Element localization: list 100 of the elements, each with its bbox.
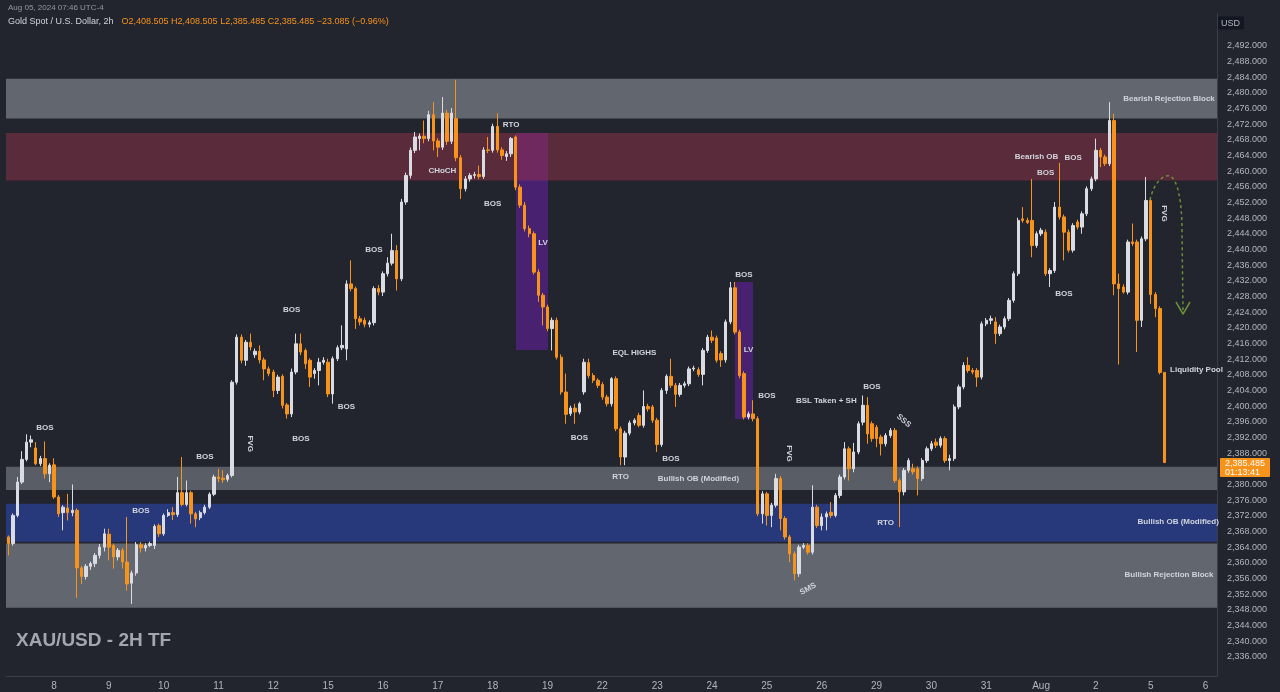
candlestick: [1076, 219, 1079, 230]
candlestick: [934, 438, 938, 449]
annotation: BOS: [570, 432, 589, 442]
candlestick: [884, 432, 887, 447]
candlestick: [820, 512, 823, 531]
candlestick: [66, 493, 69, 521]
y-tick-label: 2,476.000: [1227, 103, 1268, 114]
candlestick: [445, 109, 449, 146]
candlestick: [171, 506, 175, 521]
annotation: FVG: [785, 445, 795, 462]
annotation: Bearish OB: [1014, 152, 1059, 162]
candlestick: [825, 510, 828, 531]
candlestick: [582, 358, 586, 396]
annotation: BOS: [758, 391, 777, 400]
x-tick-label: 25: [761, 679, 773, 691]
x-tick-label: 12: [267, 679, 280, 691]
candlestick: [1149, 197, 1152, 305]
annotation: SSS: [894, 412, 914, 430]
candlestick: [486, 136, 490, 154]
candlestick: [395, 244, 398, 292]
y-tick-label: 2,376.000: [1227, 494, 1268, 505]
candlestick: [276, 374, 280, 395]
candlestick: [372, 285, 376, 326]
y-tick-label: 2,440.000: [1227, 244, 1268, 255]
candlestick: [509, 136, 513, 158]
candlestick: [665, 373, 668, 395]
candlestick: [71, 483, 74, 517]
candlestick: [660, 387, 663, 448]
y-tick-label: 2,368.000: [1227, 526, 1268, 537]
candlestick: [139, 541, 143, 554]
candlestick: [272, 369, 275, 398]
y-tick-label: 2,364.000: [1227, 541, 1268, 552]
y-tick-label: 2,424.000: [1227, 306, 1268, 317]
candlestick: [491, 123, 494, 154]
annotation: Liquidity Pool: [1170, 365, 1223, 375]
candlestick: [729, 281, 732, 325]
candlestick: [815, 504, 819, 529]
candlestick: [724, 319, 727, 364]
x-tick-label: 26: [816, 679, 828, 691]
y-tick-label: 2,416.000: [1227, 338, 1268, 349]
candlestick: [587, 358, 590, 379]
candlestick: [889, 427, 892, 439]
annotation: BOS: [863, 382, 882, 391]
candlestick: [377, 284, 380, 296]
annotation: LV: [538, 237, 549, 247]
candlestick: [482, 146, 485, 180]
y-tick-label: 2,400.000: [1227, 400, 1268, 411]
y-tick-label: 2,456.000: [1227, 181, 1268, 192]
candlestick: [797, 544, 801, 578]
y-tick-label: 2,396.000: [1227, 416, 1268, 427]
candlestick: [34, 441, 37, 466]
annotation: FVG: [246, 435, 255, 452]
candlestick: [829, 501, 833, 519]
candlestick: [852, 442, 855, 473]
text: 01:13:41: [1225, 466, 1261, 477]
annotation: Bearish Rejection Block: [1123, 93, 1216, 103]
candlestick: [637, 412, 641, 428]
candlestick: [130, 570, 133, 605]
candlestick: [989, 315, 993, 325]
candlestick: [1126, 239, 1130, 295]
annotation: BOS: [337, 402, 356, 411]
candlestick: [7, 534, 10, 556]
x-tick-label: 17: [432, 679, 444, 691]
y-tick-label: 2,344.000: [1227, 620, 1268, 631]
annotation: BOS: [1037, 167, 1056, 177]
candlestick: [157, 523, 161, 538]
candlestick: [573, 403, 577, 425]
candlestick: [578, 401, 581, 415]
x-tick-label: 31: [980, 679, 993, 691]
candlestick: [550, 317, 554, 351]
candlestick: [331, 355, 334, 405]
y-tick-label: 2,464.000: [1227, 150, 1268, 161]
candlestick: [103, 528, 106, 552]
candlestick: [189, 490, 193, 525]
x-tick-label: 11: [213, 679, 225, 691]
candlestick: [162, 512, 165, 537]
y-tick-label: 2,448.000: [1227, 212, 1268, 223]
annotation: RTO: [612, 472, 630, 482]
text: XAU/USD - 2H TF: [16, 628, 172, 650]
candlestick: [1030, 178, 1034, 258]
annotation: BSL Taken + SH: [795, 396, 857, 406]
y-tick-label: 2,380.000: [1227, 479, 1268, 490]
annotation: BOS: [196, 452, 215, 462]
annotation: Bullish Rejection Block: [1124, 570, 1214, 580]
candlestick: [1122, 283, 1125, 295]
candlestick: [477, 165, 481, 180]
candlestick: [43, 440, 47, 480]
y-tick-label: 2,360.000: [1227, 557, 1268, 568]
candlestick: [167, 508, 170, 518]
x-tick-label: 2: [1093, 679, 1100, 691]
annotation: BOS: [292, 434, 311, 444]
y-tick-label: 2,352.000: [1227, 588, 1268, 599]
candlestick: [441, 96, 444, 151]
candlestick: [125, 516, 129, 592]
annotation: BOS: [282, 304, 301, 314]
annotation: Bullish OB (Modified): [1137, 517, 1220, 527]
candlestick: [1044, 228, 1047, 277]
y-tick-label: 2,444.000: [1227, 228, 1268, 239]
y-tick-label: 2,408.000: [1227, 369, 1268, 380]
x-tick-label: 24: [706, 679, 719, 691]
